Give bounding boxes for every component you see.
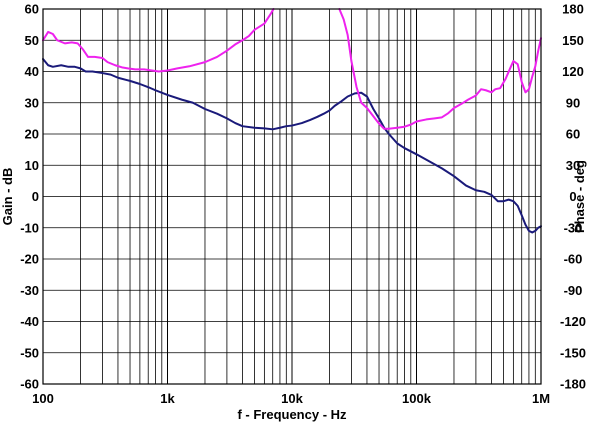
y-tick-label-left: -50 xyxy=(20,345,39,360)
y-tick-label-right: 150 xyxy=(562,33,584,48)
y-tick-label-left: -60 xyxy=(20,377,39,392)
y-tick-label-right: -90 xyxy=(564,283,583,298)
phase-series-line-2 xyxy=(338,8,542,130)
y-tick-label-left: 40 xyxy=(25,64,39,79)
y-tick-label-left: 30 xyxy=(25,95,39,110)
plot-frame xyxy=(42,8,542,385)
series xyxy=(42,8,542,234)
x-tick-label: 10k xyxy=(281,391,303,406)
y-axis-label-right: Phase - deg xyxy=(572,160,587,233)
y-tick-label-right: 90 xyxy=(566,95,580,110)
grid xyxy=(43,9,541,384)
y-tick-label-left: 50 xyxy=(25,33,39,48)
y-tick-label-right: 0 xyxy=(569,189,576,204)
y-tick-label-left: -40 xyxy=(20,314,39,329)
x-tick-label: 100k xyxy=(402,391,432,406)
y-tick-label-right: -30 xyxy=(564,220,583,235)
y-tick-label-left: -10 xyxy=(20,220,39,235)
x-tick-label: 1M xyxy=(532,391,550,406)
y-axis-label-left: Gain - dB xyxy=(0,168,15,226)
y-tick-label-right: 120 xyxy=(562,64,584,79)
y-tick-label-right: 60 xyxy=(566,127,580,142)
phase-series-line-1 xyxy=(42,8,275,73)
y-tick-label-right: -60 xyxy=(564,252,583,267)
y-tick-label-right: 30 xyxy=(566,158,580,173)
x-tick-label: 1k xyxy=(160,391,175,406)
y-tick-label-right: 180 xyxy=(562,2,584,17)
y-tick-label-right: -180 xyxy=(560,377,586,392)
y-tick-label-left: 60 xyxy=(25,2,39,17)
x-tick-label: 100 xyxy=(32,391,54,406)
y-tick-label-right: -120 xyxy=(560,314,586,329)
tick-labels: 100 1k 10k 100k 1M6050403020100-10-20-30-40-… xyxy=(20,2,586,407)
y-tick-label-left: 0 xyxy=(32,189,39,204)
y-tick-label-left: 10 xyxy=(25,158,39,173)
y-tick-label-left: 20 xyxy=(25,127,39,142)
y-tick-label-right: -150 xyxy=(560,345,586,360)
gain-series-line-0 xyxy=(42,58,542,234)
y-tick-label-left: -30 xyxy=(20,283,39,298)
x-axis-label: f - Frequency - Hz xyxy=(237,407,347,422)
y-tick-label-left: -20 xyxy=(20,252,39,267)
